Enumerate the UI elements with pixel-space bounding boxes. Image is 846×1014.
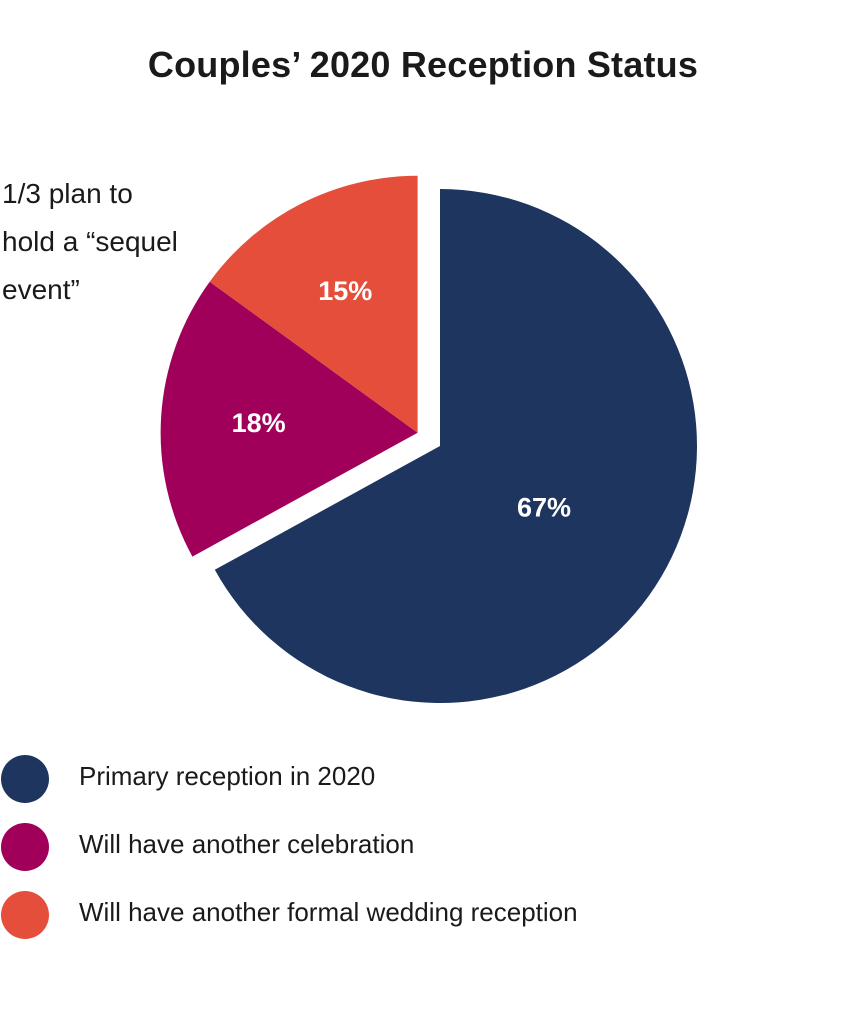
slice-value-label: 18% (232, 408, 286, 438)
annotation-line: hold a “sequel (2, 226, 178, 257)
legend-swatch (1, 823, 49, 871)
legend-swatch (1, 891, 49, 939)
annotation-line: event” (2, 274, 80, 305)
chart-title: Couples’ 2020 Reception Status (147, 44, 699, 85)
legend-item-primary: Primary reception in 2020 (0, 752, 846, 820)
legend-item-celebration: Will have another celebration (0, 820, 846, 888)
legend-label: Will have another formal wedding recepti… (79, 897, 578, 927)
annotation-line: 1/3 plan to (2, 178, 133, 209)
pie-chart: 67% 18% 15% (160, 175, 697, 703)
legend-label: Primary reception in 2020 (79, 761, 376, 791)
slice-value-label: 67% (517, 492, 571, 522)
pie-slice (209, 175, 418, 433)
sequel-annotation: 1/3 plan to hold a “sequel event” (2, 170, 232, 314)
slice-value-label: 15% (318, 276, 372, 306)
pie-slice (160, 281, 418, 557)
legend: Primary reception in 2020 Will have anot… (0, 752, 846, 956)
legend-swatch (1, 755, 49, 803)
pie-slice (214, 189, 697, 703)
legend-item-formal-reception: Will have another formal wedding recepti… (0, 888, 846, 956)
legend-label: Will have another celebration (79, 829, 415, 859)
